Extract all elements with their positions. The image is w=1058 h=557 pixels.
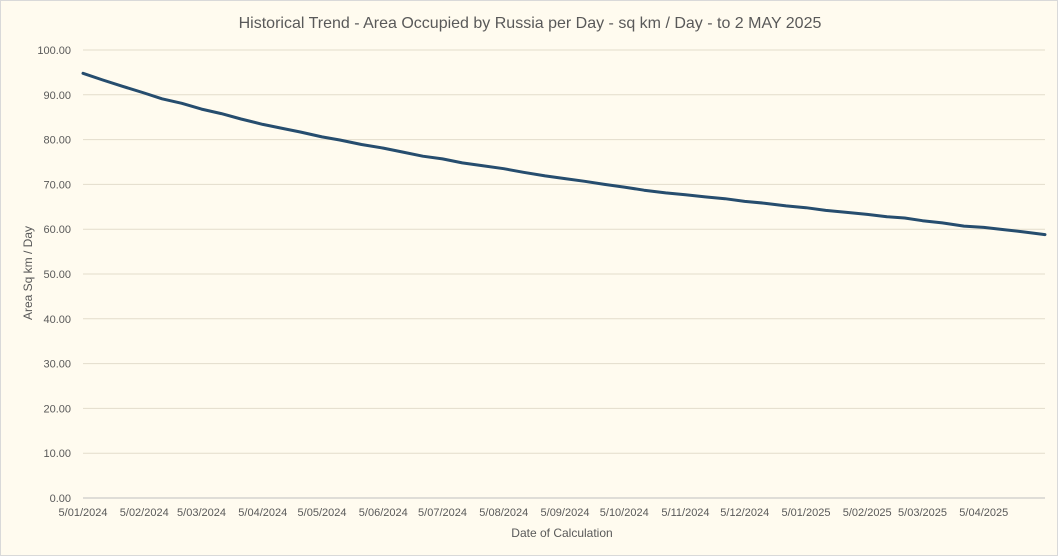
- data-point: [544, 174, 547, 177]
- data-point: [805, 206, 807, 209]
- data-point: [82, 72, 84, 75]
- x-tick-label: 5/05/2024: [298, 507, 347, 519]
- x-tick-label: 5/08/2024: [479, 507, 528, 519]
- y-tick-label: 10.00: [43, 448, 71, 460]
- data-point: [299, 131, 302, 133]
- chart-title: Historical Trend - Area Occupied by Russ…: [239, 15, 822, 32]
- data-point: [921, 219, 924, 222]
- y-tick-label: 30.00: [43, 359, 71, 371]
- x-axis-label: Date of Calculation: [511, 526, 612, 540]
- y-tick-label: 0.00: [50, 493, 71, 505]
- x-tick-label: 5/12/2024: [720, 507, 769, 519]
- data-point: [1044, 233, 1046, 236]
- data-point: [121, 85, 124, 88]
- data-point: [481, 164, 483, 167]
- y-tick-label: 90.00: [43, 90, 71, 102]
- data-point: [684, 193, 687, 196]
- data-point: [982, 226, 985, 229]
- data-point: [421, 155, 424, 158]
- data-point: [143, 92, 146, 94]
- data-point: [941, 221, 944, 224]
- y-tick-label: 100.00: [37, 45, 71, 57]
- data-point: [824, 209, 827, 212]
- y-tick-labels: 0.00 10.00 20.00 30.00 40.00 50.00 60.00 70.00 8…: [37, 45, 71, 505]
- gridlines: [83, 49, 1045, 499]
- x-tick-label: 5/01/2025: [782, 507, 831, 519]
- data-point: [664, 191, 667, 194]
- data-point: [866, 213, 869, 216]
- y-tick-label: 50.00: [43, 269, 71, 281]
- data-point: [564, 177, 566, 180]
- x-tick-label: 5/02/2024: [120, 507, 169, 519]
- x-tick-label: 5/04/2025: [959, 507, 1008, 519]
- data-point: [704, 195, 707, 198]
- data-point: [441, 157, 444, 160]
- data-point: [101, 79, 104, 81]
- x-tick-label: 5/07/2024: [418, 507, 467, 519]
- x-tick-labels: 5/01/2024 5/02/2024 5/03/2024 5/04/2024 5/05…: [59, 507, 1009, 519]
- data-point: [603, 183, 606, 186]
- data-point: [743, 200, 746, 203]
- x-tick-label: 5/09/2024: [541, 507, 590, 519]
- data-point: [763, 202, 766, 205]
- y-tick-label: 70.00: [43, 179, 71, 191]
- data-point: [240, 118, 242, 120]
- data-point: [338, 139, 341, 141]
- x-tick-label: 5/01/2024: [59, 507, 108, 519]
- series-group: [81, 71, 1047, 237]
- x-tick-label: 5/11/2024: [661, 507, 709, 519]
- data-point: [844, 211, 847, 214]
- data-point: [1002, 228, 1005, 231]
- x-tick-label: 5/02/2025: [843, 507, 892, 519]
- data-point: [180, 102, 183, 105]
- x-tick-label: 5/03/2025: [898, 507, 947, 519]
- series-line: [81, 71, 1047, 237]
- data-point: [502, 167, 505, 170]
- data-point: [903, 217, 906, 219]
- y-tick-label: 60.00: [43, 224, 71, 236]
- data-point: [220, 112, 223, 115]
- data-point: [963, 225, 965, 228]
- data-point: [1022, 230, 1025, 233]
- data-point: [522, 171, 525, 174]
- data-point: [382, 147, 385, 150]
- x-tick-label: 5/06/2024: [359, 507, 408, 519]
- data-point: [583, 180, 586, 183]
- data-point: [623, 186, 626, 189]
- data-point: [279, 127, 282, 129]
- data-point: [461, 161, 464, 164]
- y-tick-label: 80.00: [43, 135, 71, 147]
- data-point: [785, 204, 788, 207]
- y-tick-label: 40.00: [43, 314, 71, 326]
- data-point: [724, 197, 726, 200]
- data-point: [161, 97, 163, 100]
- data-point: [261, 123, 264, 126]
- data-point: [360, 143, 363, 146]
- data-point: [643, 189, 645, 192]
- x-tick-label: 5/03/2024: [177, 507, 226, 519]
- data-point: [886, 215, 888, 218]
- x-tick-label: 5/04/2024: [238, 507, 287, 519]
- y-tick-label: 20.00: [43, 403, 71, 415]
- data-point: [200, 108, 203, 111]
- y-axis-label: Area Sq km / Day: [21, 226, 35, 320]
- x-tick-label: 5/10/2024: [600, 507, 649, 519]
- data-point: [321, 135, 323, 138]
- data-point: [402, 151, 404, 154]
